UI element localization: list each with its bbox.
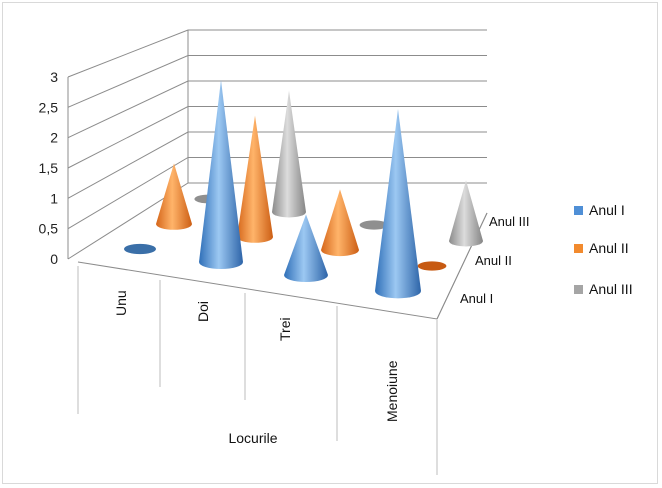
cone [199, 80, 243, 270]
x-axis-title: Locurile [228, 430, 277, 446]
category-label: Unu [113, 290, 129, 316]
y-tick-label: 3 [50, 69, 58, 85]
cone-mark [449, 180, 483, 247]
legend-label: Anul I [589, 202, 625, 218]
y-tick-label: 0,5 [39, 221, 59, 237]
y-axis-ticks: 0 0,5 1 1,5 2 2,5 3 [39, 69, 59, 267]
cone-mark [417, 261, 447, 271]
cone-base-zero [124, 243, 156, 255]
depth-axis-labels: Anul I Anul II Anul III [460, 214, 529, 306]
legend-label: Anul II [589, 240, 629, 256]
legend-swatch [574, 285, 583, 294]
cone-mark [272, 90, 306, 218]
gridline [67, 29, 487, 78]
cone [375, 109, 421, 299]
cone-mark [284, 214, 328, 283]
y-tick-label: 2 [50, 130, 58, 146]
cone-mark [237, 115, 273, 243]
cone-base-zero [417, 261, 447, 271]
cone [284, 214, 328, 283]
y-tick-label: 1 [50, 190, 58, 206]
gridlines [67, 29, 487, 260]
cone-base-zero [359, 220, 389, 230]
category-label: Menoiune [384, 360, 400, 422]
y-tick-label: 2,5 [39, 99, 59, 115]
legend: Anul I Anul II Anul III [574, 202, 633, 297]
x-axis-categories: Unu Doi Trei Menoiune [113, 290, 400, 422]
category-label: Doi [195, 301, 211, 322]
cone-mark [199, 80, 243, 270]
chart-floor [77, 212, 488, 475]
gridline [67, 106, 487, 169]
y-tick-label: 1,5 [39, 160, 59, 176]
legend-label: Anul III [589, 281, 633, 297]
cone-mark [359, 220, 389, 230]
depth-label: Anul I [460, 291, 493, 306]
cone [321, 189, 359, 257]
depth-label: Anul II [475, 253, 512, 268]
legend-swatch [574, 206, 583, 215]
cone [156, 163, 192, 230]
legend-swatch [574, 244, 583, 253]
cone-mark [375, 109, 421, 299]
cone-mark [124, 243, 156, 255]
category-label: Trei [277, 317, 293, 341]
cone-series [124, 80, 483, 299]
cone [449, 180, 483, 247]
depth-label: Anul III [489, 214, 529, 229]
cone [272, 90, 306, 218]
y-tick-label: 0 [50, 251, 58, 267]
gridline [67, 80, 487, 139]
cone-mark [156, 163, 192, 230]
cone [237, 115, 273, 243]
cone-mark [321, 189, 359, 257]
